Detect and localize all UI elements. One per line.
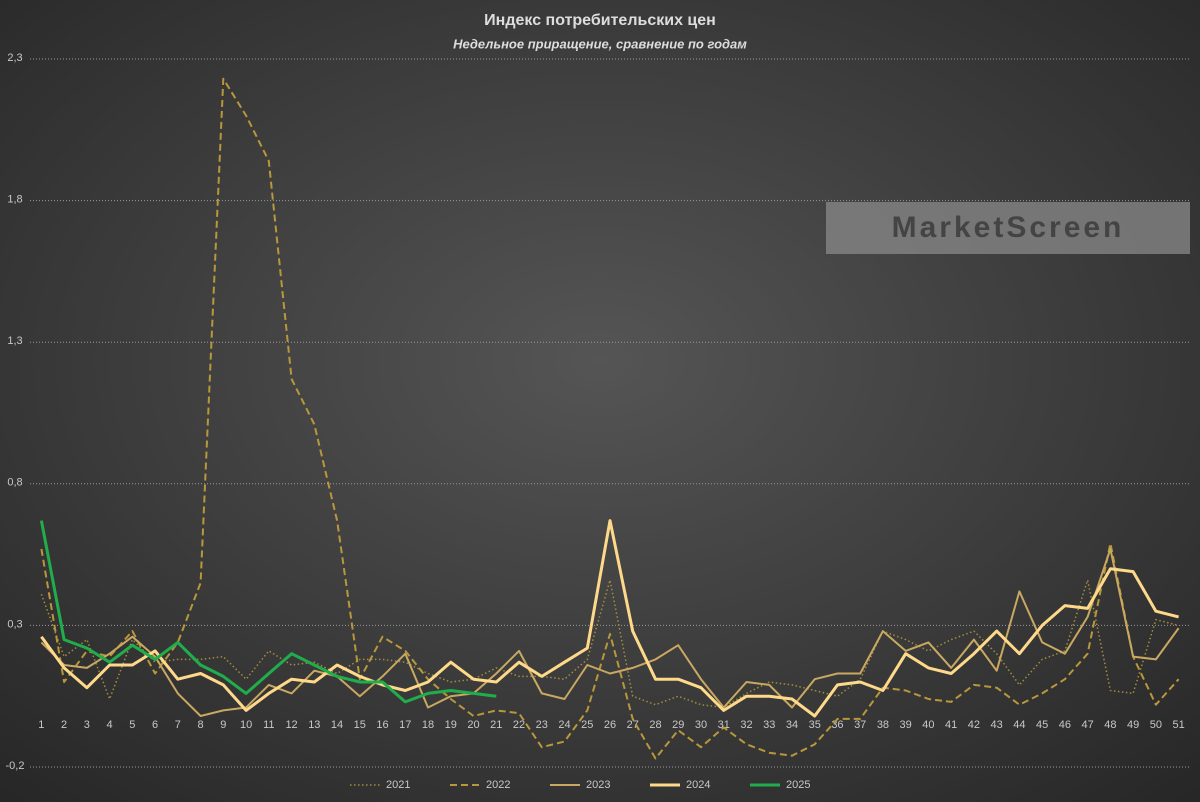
x-tick-label: 37 [854, 719, 866, 731]
y-tick-label: 0,3 [7, 618, 22, 630]
x-tick-label: 5 [129, 719, 135, 731]
x-tick-label: 26 [604, 719, 616, 731]
y-tick-label: 1,8 [7, 194, 22, 206]
x-tick-label: 45 [1036, 719, 1048, 731]
x-tick-label: 46 [1059, 719, 1071, 731]
x-tick-label: 30 [695, 719, 707, 731]
x-tick-label: 10 [240, 719, 252, 731]
x-tick-label: 29 [672, 719, 684, 731]
x-tick-label: 7 [175, 719, 181, 731]
x-tick-label: 48 [1104, 719, 1116, 731]
x-tick-label: 33 [763, 719, 775, 731]
x-tick-label: 12 [285, 719, 297, 731]
x-tick-label: 1 [38, 719, 44, 731]
watermark-box [826, 202, 1190, 254]
x-tick-label: 44 [1013, 719, 1025, 731]
x-tick-label: 2 [61, 719, 67, 731]
legend-label: 2023 [586, 779, 610, 791]
x-tick-label: 28 [649, 719, 661, 731]
y-tick-label: -0,2 [6, 760, 25, 772]
legend-label: 2024 [686, 779, 710, 791]
x-tick-label: 25 [581, 719, 593, 731]
x-tick-label: 31 [718, 719, 730, 731]
x-tick-label: 20 [467, 719, 479, 731]
legend-label: 2025 [786, 779, 810, 791]
legend-label: 2022 [486, 779, 510, 791]
chart-title: Индекс потребительских цен [484, 12, 716, 29]
x-tick-label: 35 [809, 719, 821, 731]
x-tick-label: 15 [354, 719, 366, 731]
y-tick-label: 0,8 [7, 477, 22, 489]
x-tick-label: 4 [107, 719, 113, 731]
x-tick-label: 19 [445, 719, 457, 731]
x-tick-label: 14 [331, 719, 343, 731]
x-tick-label: 27 [627, 719, 639, 731]
y-tick-label: 1,3 [7, 335, 22, 347]
x-tick-label: 22 [513, 719, 525, 731]
x-tick-label: 21 [490, 719, 502, 731]
x-tick-label: 42 [968, 719, 980, 731]
x-tick-label: 40 [922, 719, 934, 731]
x-tick-label: 23 [536, 719, 548, 731]
x-tick-label: 11 [263, 719, 274, 731]
x-tick-label: 17 [399, 719, 411, 731]
legend-label: 2021 [386, 779, 410, 791]
x-tick-label: 47 [1082, 719, 1094, 731]
x-tick-label: 3 [84, 719, 90, 731]
x-tick-label: 50 [1150, 719, 1162, 731]
chart-subtitle: Недельное приращение, сравнение по годам [453, 36, 747, 51]
series-line [40, 579, 1179, 709]
watermark: MarketScreen [892, 211, 1125, 244]
series-line [40, 547, 1180, 717]
x-tick-label: 8 [198, 719, 204, 731]
series-line [40, 519, 1179, 718]
x-tick-label: 41 [945, 719, 957, 731]
x-tick-label: 32 [740, 719, 752, 731]
x-tick-label: 49 [1127, 719, 1139, 731]
x-tick-label: 9 [220, 719, 226, 731]
x-tick-label: 16 [376, 719, 388, 731]
x-tick-label: 51 [1173, 719, 1185, 731]
series-line [40, 77, 1180, 760]
x-tick-label: 24 [558, 719, 570, 731]
y-tick-label: 2,3 [7, 52, 22, 64]
x-tick-label: 13 [308, 719, 320, 731]
x-tick-label: 18 [422, 719, 434, 731]
series-line [39, 520, 497, 704]
x-tick-label: 36 [831, 719, 843, 731]
x-tick-label: 38 [877, 719, 889, 731]
x-tick-label: 34 [786, 719, 798, 731]
x-tick-label: 39 [900, 719, 912, 731]
x-tick-label: 43 [991, 719, 1003, 731]
x-tick-label: 6 [152, 719, 158, 731]
